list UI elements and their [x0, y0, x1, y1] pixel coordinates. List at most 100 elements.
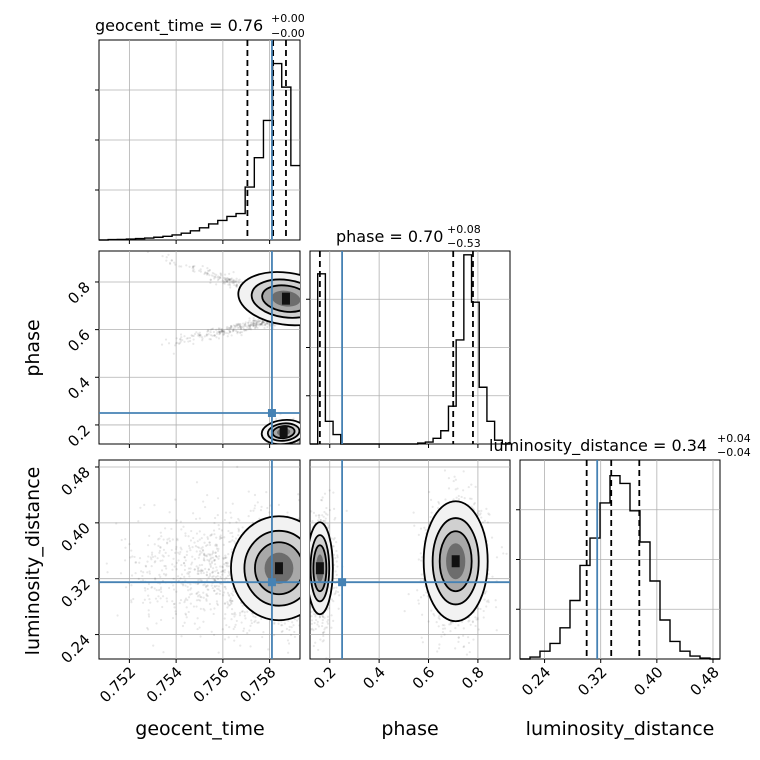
- sample-point: [186, 337, 190, 340]
- sample-point: [249, 327, 252, 330]
- sample-point: [176, 551, 180, 554]
- sample-point: [235, 280, 238, 283]
- sample-point: [219, 565, 222, 568]
- sample-point: [457, 498, 461, 501]
- sample-point: [220, 529, 223, 532]
- sample-point: [332, 491, 335, 494]
- sample-point: [226, 591, 230, 594]
- sample-point: [266, 321, 269, 324]
- sample-point: [319, 518, 322, 522]
- x-tick-label: 0.758: [236, 663, 279, 706]
- sample-point: [301, 440, 303, 442]
- sample-point: [454, 488, 457, 491]
- sample-point: [256, 320, 259, 323]
- sample-point: [237, 530, 240, 533]
- sample-point: [227, 326, 230, 330]
- sample-point: [160, 590, 163, 594]
- sample-point: [191, 269, 195, 272]
- sample-point: [312, 629, 315, 632]
- sample-point: [237, 279, 240, 282]
- sample-point: [184, 597, 188, 600]
- sample-point: [319, 615, 322, 619]
- sample-point: [208, 602, 211, 606]
- sample-point: [160, 569, 164, 572]
- sample-point: [293, 635, 297, 638]
- sample-point: [248, 325, 251, 328]
- sample-point: [146, 587, 149, 591]
- sample-point: [149, 556, 152, 559]
- sample-point: [302, 582, 304, 584]
- sample-point: [159, 586, 163, 589]
- sample-point: [206, 579, 209, 582]
- sample-point: [207, 330, 210, 333]
- tick-marks: [95, 281, 271, 448]
- sample-point: [213, 334, 216, 337]
- sample-point: [288, 625, 291, 628]
- sample-point: [166, 542, 169, 545]
- sample-point: [479, 607, 482, 611]
- sample-point: [467, 641, 471, 645]
- sample-point: [235, 635, 239, 638]
- sample-point: [307, 569, 309, 571]
- sample-point: [221, 328, 224, 331]
- sample-point: [324, 521, 327, 525]
- sample-point: [277, 503, 281, 506]
- sample-point: [260, 321, 263, 325]
- sample-point: [159, 575, 162, 578]
- sample-point: [327, 524, 330, 527]
- sample-point: [213, 578, 216, 582]
- contour-line: [438, 530, 473, 593]
- sample-point: [468, 650, 471, 654]
- sample-point: [205, 599, 208, 602]
- sample-point: [241, 604, 244, 607]
- sample-point: [332, 600, 335, 603]
- sample-point: [217, 547, 220, 550]
- sample-point: [412, 511, 415, 514]
- sample-point: [201, 337, 204, 340]
- sample-point: [195, 592, 199, 595]
- sample-point: [460, 671, 462, 673]
- sample-point: [222, 333, 225, 336]
- sample-point: [214, 275, 217, 278]
- sample-point: [154, 555, 157, 558]
- sample-point: [301, 439, 303, 441]
- sample-point: [174, 612, 178, 616]
- sample-point: [476, 616, 479, 619]
- sample-point: [247, 324, 250, 327]
- sample-point: [202, 549, 205, 552]
- sample-point: [168, 261, 172, 264]
- sample-point: [335, 586, 338, 589]
- sample-point: [304, 616, 306, 618]
- sample-point: [198, 517, 201, 520]
- sample-point: [218, 330, 221, 333]
- sample-point: [248, 324, 251, 327]
- sample-point: [482, 616, 485, 619]
- sample-point: [477, 628, 480, 631]
- y-tick-label: 0.4: [64, 373, 94, 403]
- sample-point: [237, 326, 241, 329]
- sample-point: [179, 337, 182, 341]
- sample-point: [255, 322, 258, 325]
- sample-point: [214, 585, 217, 588]
- sample-point: [222, 333, 225, 336]
- sample-point: [307, 613, 309, 615]
- sample-point: [494, 599, 497, 602]
- sample-point: [148, 570, 151, 573]
- sample-point: [239, 325, 242, 329]
- sample-point: [240, 334, 243, 337]
- sample-point: [158, 549, 161, 552]
- sample-point: [263, 326, 266, 330]
- sample-point: [218, 592, 221, 596]
- sample-point: [241, 526, 244, 529]
- sample-point: [480, 509, 483, 512]
- sample-point: [219, 276, 222, 280]
- sample-point: [211, 570, 215, 573]
- sample-point: [417, 558, 420, 561]
- sample-point: [300, 437, 302, 439]
- sample-point: [252, 324, 255, 328]
- sample-point: [165, 597, 168, 600]
- sample-point: [332, 553, 336, 556]
- sample-point: [217, 277, 220, 281]
- sample-point: [428, 490, 431, 494]
- sample-point: [225, 624, 228, 627]
